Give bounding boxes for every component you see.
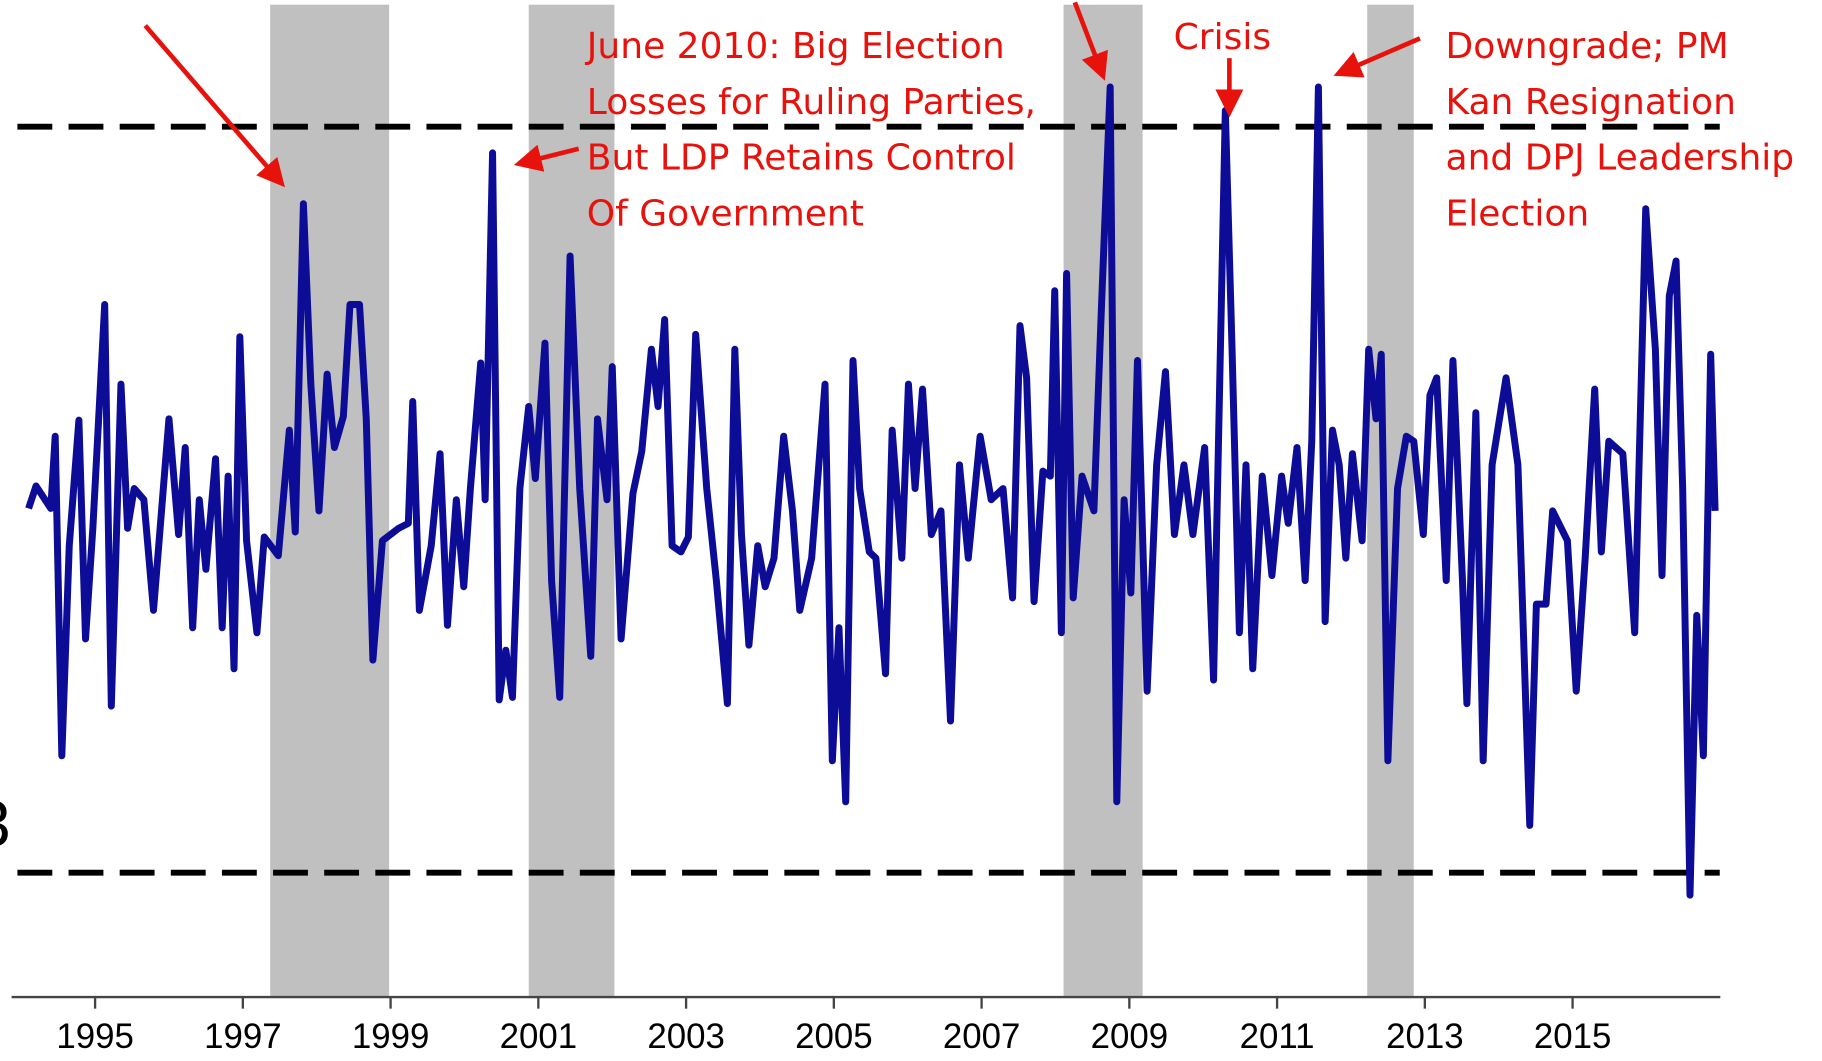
annotation: and DPJ Leadership xyxy=(1446,138,1795,179)
plot-layer xyxy=(25,83,1719,899)
x-tick-label: 2001 xyxy=(500,1017,578,1056)
annotation: Crisis xyxy=(1174,17,1272,58)
x-tick-label: 2007 xyxy=(943,1017,1021,1056)
annotation: 3 xyxy=(0,787,11,860)
annotation: Kan Resignation xyxy=(1446,82,1736,123)
axis-layer: 1995 1997 1999 2001 2003 2005 2007 2009 2011 2013… xyxy=(11,995,1721,1056)
annotation: Downgrade; PM xyxy=(1446,26,1729,67)
x-tick-label: 2011 xyxy=(1240,1017,1315,1056)
x-tick-label: 1995 xyxy=(56,1017,134,1056)
annotation: Election xyxy=(1446,193,1590,234)
x-tick-label: 2003 xyxy=(647,1017,725,1056)
series-line xyxy=(25,83,1719,899)
arrow xyxy=(513,144,580,172)
x-tick-label: 2015 xyxy=(1534,1017,1612,1056)
x-tick-label: 1999 xyxy=(352,1017,430,1056)
annotation: Of Government xyxy=(587,193,864,234)
x-tick-label: 2005 xyxy=(795,1017,873,1056)
annotation: But LDP Retains Control xyxy=(587,138,1016,179)
annotation: Losses for Ruling Parties, xyxy=(587,82,1036,123)
x-tick-label: 2009 xyxy=(1091,1017,1169,1056)
x-tick-label: 2013 xyxy=(1386,1017,1464,1056)
arrow xyxy=(1072,1,1108,81)
arrow xyxy=(143,24,285,188)
shading-layer xyxy=(270,4,1414,998)
reference-layer xyxy=(17,123,1720,876)
x-tick-label: 1997 xyxy=(204,1017,282,1056)
annotation: d Asian Financial Crisis xyxy=(0,0,401,7)
arrow xyxy=(1333,36,1421,78)
recession-band xyxy=(1367,4,1414,998)
arrows xyxy=(143,1,1421,188)
annotations: d Asian Financial Crisis June 2010: Big E… xyxy=(0,0,1794,860)
annotation: June 2010: Big Election xyxy=(585,26,1005,67)
